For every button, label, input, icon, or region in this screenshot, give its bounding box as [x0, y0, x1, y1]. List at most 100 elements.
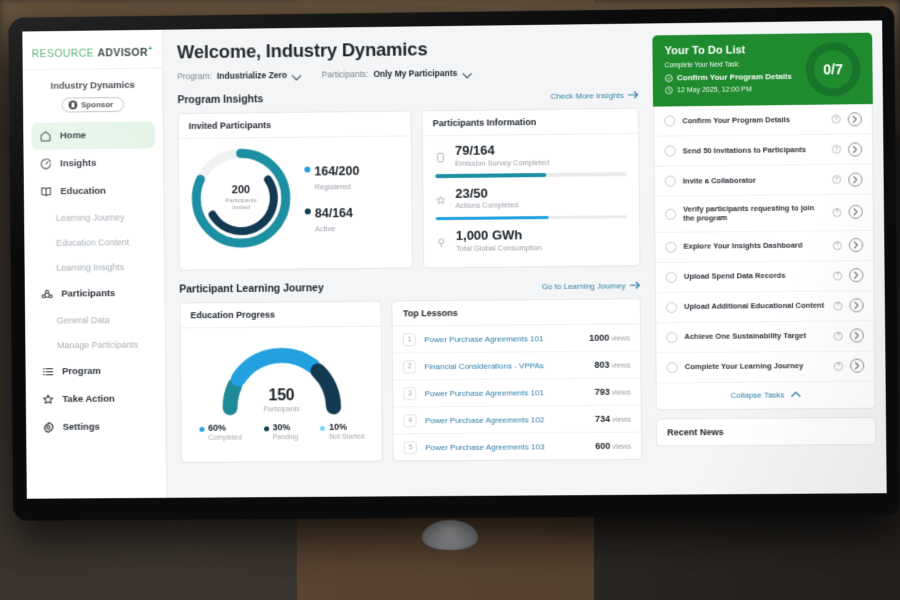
legend-text: 84/164 Active [315, 204, 353, 233]
donut-svg [192, 149, 291, 249]
todo-checkbox[interactable] [664, 115, 676, 127]
todo-item[interactable]: Confirm Your Program Details ? [654, 104, 873, 137]
todo-item[interactable]: Achieve One Sustainability Target ? [656, 320, 875, 353]
sidebar-item-settings[interactable]: Settings [34, 413, 158, 441]
todo-item[interactable]: Verify participants requesting to join t… [654, 194, 874, 233]
chevron-right-button[interactable] [849, 268, 864, 283]
lesson-row[interactable]: 5 Power Purchase Agreements 103 600 views [394, 433, 641, 461]
todo-checkbox[interactable] [665, 301, 678, 313]
chevron-right-button[interactable] [849, 328, 865, 343]
donut-center-label-2: Invited [232, 205, 250, 212]
todo-item-label: Achieve One Sustainability Target [684, 331, 807, 342]
todo-checkbox[interactable] [665, 241, 677, 253]
sidebar-item-home[interactable]: Home [31, 120, 156, 150]
invited-card-body: 200 Participants Invited 164/200 Registe… [179, 136, 412, 262]
monitor-frame: RESOURCE ADVISOR+ Industry Dynamics Spon… [8, 6, 900, 521]
gear-icon [42, 420, 55, 433]
education-progress-body: 150 Participants 60% Completed 30% Pendi… [181, 327, 383, 450]
todo-checkbox[interactable] [666, 331, 678, 343]
sidebar: RESOURCE ADVISOR+ Industry Dynamics Spon… [22, 29, 168, 499]
sidebar-item-take-action[interactable]: Take Action [34, 385, 158, 413]
help-icon[interactable]: ? [833, 331, 843, 341]
legend-dot-icon [304, 166, 311, 173]
help-icon[interactable]: ? [833, 361, 844, 371]
legend-label: Not Started [329, 433, 365, 441]
todo-item-label: Complete Your Learning Journey [684, 361, 804, 372]
chevron-right-button[interactable] [849, 298, 864, 313]
participants-icon [41, 287, 54, 300]
lesson-name-link[interactable]: Power Purchase Agreements 101 [424, 333, 544, 344]
help-icon[interactable]: ? [831, 114, 841, 124]
todo-item[interactable]: Send 50 Invitations to Participants ? [654, 134, 873, 167]
todo-item[interactable]: Invite a Collaborator ? [654, 164, 873, 197]
todo-checkbox[interactable] [665, 271, 677, 283]
sidebar-item-education[interactable]: Education [32, 177, 156, 205]
todo-item-label: Send 50 Invitations to Participants [682, 144, 807, 156]
lesson-row[interactable]: 2 Financial Considerations - VPPAs 803 vi… [393, 351, 641, 381]
todo-item[interactable]: Complete Your Learning Journey ? [656, 350, 875, 383]
todo-list: Confirm Your Program Details ? Send 50 I… [653, 104, 876, 410]
todo-item[interactable]: Explore Your Insights Dashboard ? [655, 230, 874, 263]
sidebar-item-participants[interactable]: Participants [33, 279, 157, 307]
lesson-views-unit: views [611, 360, 631, 370]
lesson-name-link[interactable]: Power Purchase Agreements 102 [424, 414, 545, 425]
home-icon [39, 129, 52, 142]
donut-center-label-1: Participants [225, 197, 257, 204]
todo-item[interactable]: Upload Additional Educational Content ? [655, 290, 874, 323]
go-to-learning-journey-label: Go to Learning Journey [541, 280, 626, 291]
sponsor-badge[interactable]: Sponsor [61, 96, 125, 113]
chevron-right-button[interactable] [847, 141, 863, 157]
sponsor-badge-wrap: Sponsor [23, 96, 163, 123]
participants-filter[interactable]: Participants: Only My Participants [322, 68, 472, 80]
lesson-name-link[interactable]: Power Purchase Agreements 101 [424, 387, 544, 398]
page-title: Welcome, Industry Dynamics [176, 38, 428, 63]
invited-card-title: Invited Participants [178, 111, 411, 140]
help-icon[interactable]: ? [832, 174, 842, 184]
lesson-row[interactable]: 4 Power Purchase Agreements 102 734 views [393, 405, 642, 435]
education-progress-legend: 60% Completed 30% Pending 10% Not Starte… [199, 422, 365, 442]
todo-header: Your To Do List Complete Your Next Task:… [652, 32, 873, 107]
lesson-name-link[interactable]: Financial Considerations - VPPAs [424, 360, 544, 371]
sidebar-item-learning-insights[interactable]: Learning Insights [32, 254, 156, 279]
program-filter[interactable]: Program: Industrialize Zero [177, 70, 303, 81]
help-icon[interactable]: ? [832, 240, 842, 250]
help-icon[interactable]: ? [833, 300, 843, 311]
collapse-tasks-button[interactable]: Collapse Tasks [657, 381, 875, 409]
help-icon[interactable]: ? [832, 207, 842, 217]
lesson-views: 1000 views [589, 332, 630, 343]
chevron-right-button[interactable] [850, 358, 865, 373]
chevron-right-button[interactable] [848, 172, 863, 187]
chevron-right-button[interactable] [847, 111, 862, 126]
lesson-views-unit: views [611, 387, 631, 397]
todo-checkbox[interactable] [664, 145, 676, 157]
sidebar-item-insights[interactable]: Insights [31, 149, 155, 177]
lesson-name-link[interactable]: Power Purchase Agreements 103 [425, 441, 545, 452]
lesson-row[interactable]: 3 Power Purchase Agreements 101 793 views [393, 378, 641, 408]
help-icon[interactable]: ? [832, 270, 843, 280]
sidebar-item-education-content[interactable]: Education Content [32, 229, 156, 254]
todo-item[interactable]: Upload Spend Data Records ? [655, 260, 874, 293]
lesson-rank: 5 [404, 440, 418, 454]
sidebar-item-learning-journey[interactable]: Learning Journey [32, 205, 156, 230]
sidebar-item-program[interactable]: Program [33, 357, 157, 385]
check-circle-icon [665, 74, 673, 82]
lesson-row[interactable]: 1 Power Purchase Agreements 101 1000 view… [393, 324, 641, 354]
go-to-learning-journey-link[interactable]: Go to Learning Journey [542, 281, 641, 291]
pinfo-label: Emission Survey Completed [455, 157, 550, 168]
chevron-right-button[interactable] [848, 237, 864, 253]
todo-checkbox[interactable] [664, 175, 676, 187]
todo-item-label: Upload Additional Educational Content [684, 300, 825, 312]
sidebar-item-manage-participants[interactable]: Manage Participants [33, 332, 157, 357]
todo-checkbox[interactable] [666, 361, 678, 373]
lesson-rank: 1 [403, 332, 417, 346]
check-more-insights-link[interactable]: Check More Insights [551, 90, 639, 100]
legend-dot-icon [199, 426, 205, 432]
todo-item-label: Verify participants requesting to join t… [683, 202, 815, 223]
pinfo-text: 1,000 GWh Total Global Consumption [456, 227, 542, 252]
chevron-right-button[interactable] [848, 204, 863, 220]
pinfo-card-title: Participants Information [422, 108, 639, 137]
todo-checkbox[interactable] [665, 208, 677, 220]
main-area: Welcome, Industry Dynamics Program: Indu… [162, 20, 887, 498]
sidebar-item-general-data[interactable]: General Data [33, 307, 157, 332]
help-icon[interactable]: ? [831, 144, 841, 154]
